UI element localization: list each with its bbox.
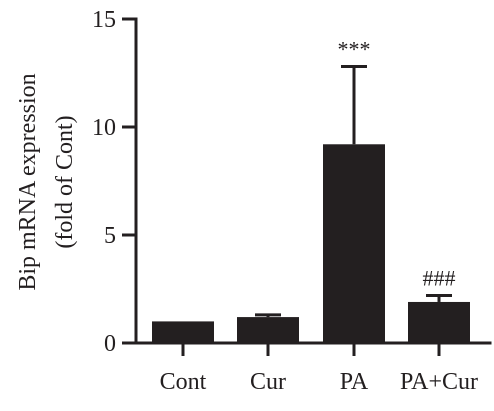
bar-cont (152, 321, 214, 343)
x-tick-label-pa: PA (340, 369, 369, 395)
y-axis-label: Bip mRNA expression (fold of Cont) (15, 73, 78, 290)
y-tick-label-0: 0 (104, 331, 116, 357)
y-tick-label-15: 15 (92, 7, 116, 33)
bar-pa (323, 144, 385, 343)
y-axis-label-line-2: (fold of Cont) (52, 115, 78, 248)
bar-cur (237, 317, 299, 343)
x-tick-label-cur: Cur (250, 369, 286, 395)
significance-annotation-pa: *** (338, 37, 371, 62)
y-tick-label-10: 10 (92, 115, 116, 141)
x-tick-label-cont: Cont (160, 369, 207, 395)
bar-pa-cur (408, 301, 470, 343)
significance-annotation-pa-cur: ### (423, 265, 456, 290)
x-tick-label-pa-cur: PA+Cur (400, 369, 478, 395)
y-tick-label-5: 5 (104, 223, 116, 249)
plot-area: 0 5 10 15 Cont Cur PA *** PA+Cur ### (92, 7, 492, 395)
y-axis-label-line-1: Bip mRNA expression (15, 73, 41, 290)
